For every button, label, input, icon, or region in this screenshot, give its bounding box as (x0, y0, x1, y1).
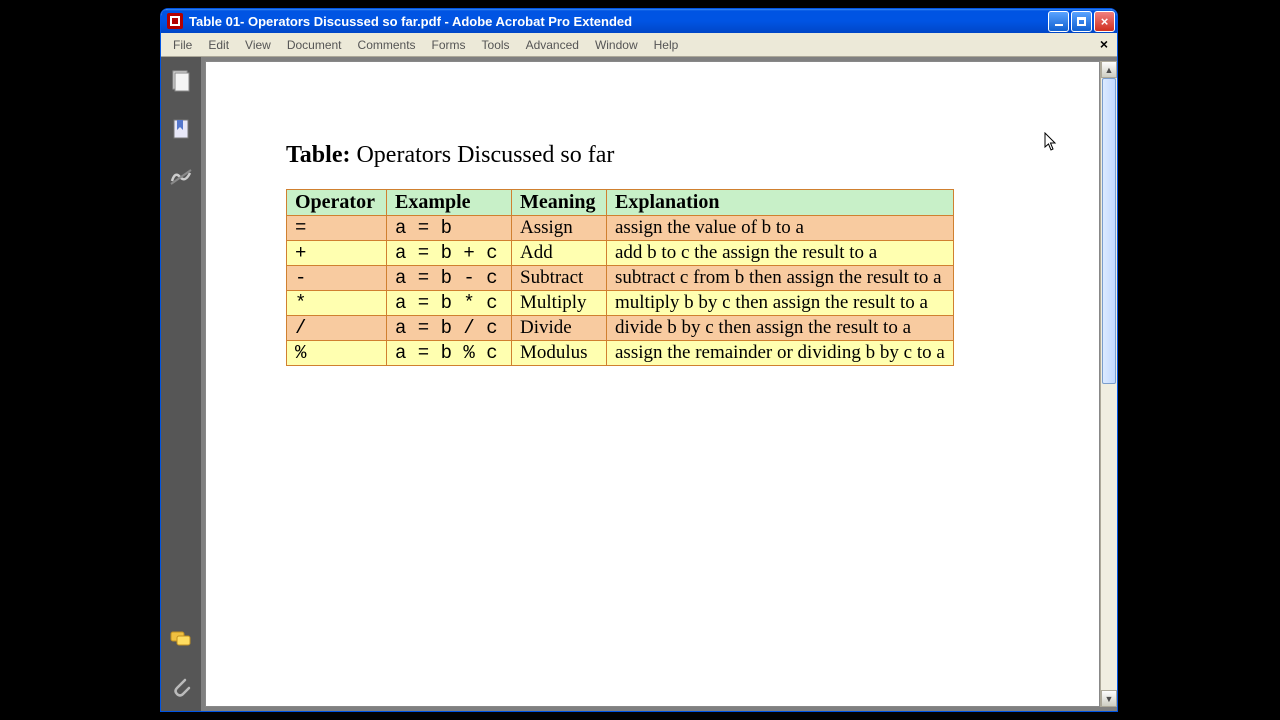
col-meaning: Meaning (512, 190, 607, 216)
menu-document[interactable]: Document (279, 35, 350, 55)
cell-example: a = b / c (387, 316, 512, 341)
minimize-button[interactable] (1048, 11, 1069, 32)
cell-explanation: assign the value of b to a (607, 216, 954, 241)
menu-view[interactable]: View (237, 35, 279, 55)
cell-operator: - (287, 266, 387, 291)
pdf-app-icon (167, 13, 183, 29)
col-operator: Operator (287, 190, 387, 216)
table-row: =a = bAssignassign the value of b to a (287, 216, 954, 241)
titlebar[interactable]: Table 01- Operators Discussed so far.pdf… (161, 9, 1117, 33)
cell-operator: + (287, 241, 387, 266)
cell-example: a = b - c (387, 266, 512, 291)
cell-operator: * (287, 291, 387, 316)
menu-edit[interactable]: Edit (200, 35, 237, 55)
vertical-scrollbar[interactable]: ▲ ▼ (1100, 61, 1117, 707)
scroll-down-button[interactable]: ▼ (1101, 690, 1117, 707)
attachments-icon[interactable] (169, 675, 193, 699)
menu-tools[interactable]: Tools (474, 35, 518, 55)
cell-example: a = b + c (387, 241, 512, 266)
cell-example: a = b * c (387, 291, 512, 316)
title-text: Operators Discussed so far (350, 142, 614, 168)
table-row: -a = b - cSubtractsubtract c from b then… (287, 266, 954, 291)
cell-operator: = (287, 216, 387, 241)
menu-advanced[interactable]: Advanced (518, 35, 587, 55)
app-window: Table 01- Operators Discussed so far.pdf… (160, 8, 1118, 712)
nav-panel (161, 57, 201, 711)
pages-icon[interactable] (169, 69, 193, 93)
document-title: Table: Operators Discussed so far (286, 142, 1059, 169)
scroll-up-button[interactable]: ▲ (1101, 61, 1117, 78)
scroll-track[interactable] (1101, 78, 1117, 690)
cell-explanation: divide b by c then assign the result to … (607, 316, 954, 341)
cell-example: a = b (387, 216, 512, 241)
operators-table: Operator Example Meaning Explanation =a … (286, 189, 954, 366)
table-row: *a = b * cMultiplymultiply b by c then a… (287, 291, 954, 316)
cell-meaning: Subtract (512, 266, 607, 291)
document-wrapper: Table: Operators Discussed so far Operat… (201, 57, 1117, 711)
menu-forms[interactable]: Forms (424, 35, 474, 55)
main-area: Table: Operators Discussed so far Operat… (161, 57, 1117, 711)
menu-file[interactable]: File (165, 35, 200, 55)
bookmarks-icon[interactable] (169, 117, 193, 141)
menubar: File Edit View Document Comments Forms T… (161, 33, 1117, 57)
cell-meaning: Modulus (512, 341, 607, 366)
window-buttons: × (1048, 11, 1115, 32)
cell-explanation: add b to c the assign the result to a (607, 241, 954, 266)
cell-explanation: multiply b by c then assign the result t… (607, 291, 954, 316)
cell-operator: / (287, 316, 387, 341)
cell-operator: % (287, 341, 387, 366)
scroll-thumb[interactable] (1102, 78, 1116, 384)
table-header-row: Operator Example Meaning Explanation (287, 190, 954, 216)
cell-example: a = b % c (387, 341, 512, 366)
cell-meaning: Assign (512, 216, 607, 241)
table-row: /a = b / cDividedivide b by c then assig… (287, 316, 954, 341)
col-explanation: Explanation (607, 190, 954, 216)
cell-explanation: subtract c from b then assign the result… (607, 266, 954, 291)
cell-meaning: Add (512, 241, 607, 266)
close-button[interactable]: × (1094, 11, 1115, 32)
title-label: Table: (286, 142, 350, 168)
window-title: Table 01- Operators Discussed so far.pdf… (189, 14, 1048, 29)
comments-icon[interactable] (169, 627, 193, 651)
cell-meaning: Multiply (512, 291, 607, 316)
maximize-button[interactable] (1071, 11, 1092, 32)
menu-window[interactable]: Window (587, 35, 646, 55)
cell-explanation: assign the remainder or dividing b by c … (607, 341, 954, 366)
signatures-icon[interactable] (169, 165, 193, 189)
col-example: Example (387, 190, 512, 216)
document-page: Table: Operators Discussed so far Operat… (205, 61, 1100, 707)
menu-help[interactable]: Help (646, 35, 687, 55)
cell-meaning: Divide (512, 316, 607, 341)
table-row: +a = b + cAddadd b to c the assign the r… (287, 241, 954, 266)
table-row: %a = b % cModulusassign the remainder or… (287, 341, 954, 366)
document-close-button[interactable]: × (1095, 35, 1113, 53)
menu-comments[interactable]: Comments (350, 35, 424, 55)
